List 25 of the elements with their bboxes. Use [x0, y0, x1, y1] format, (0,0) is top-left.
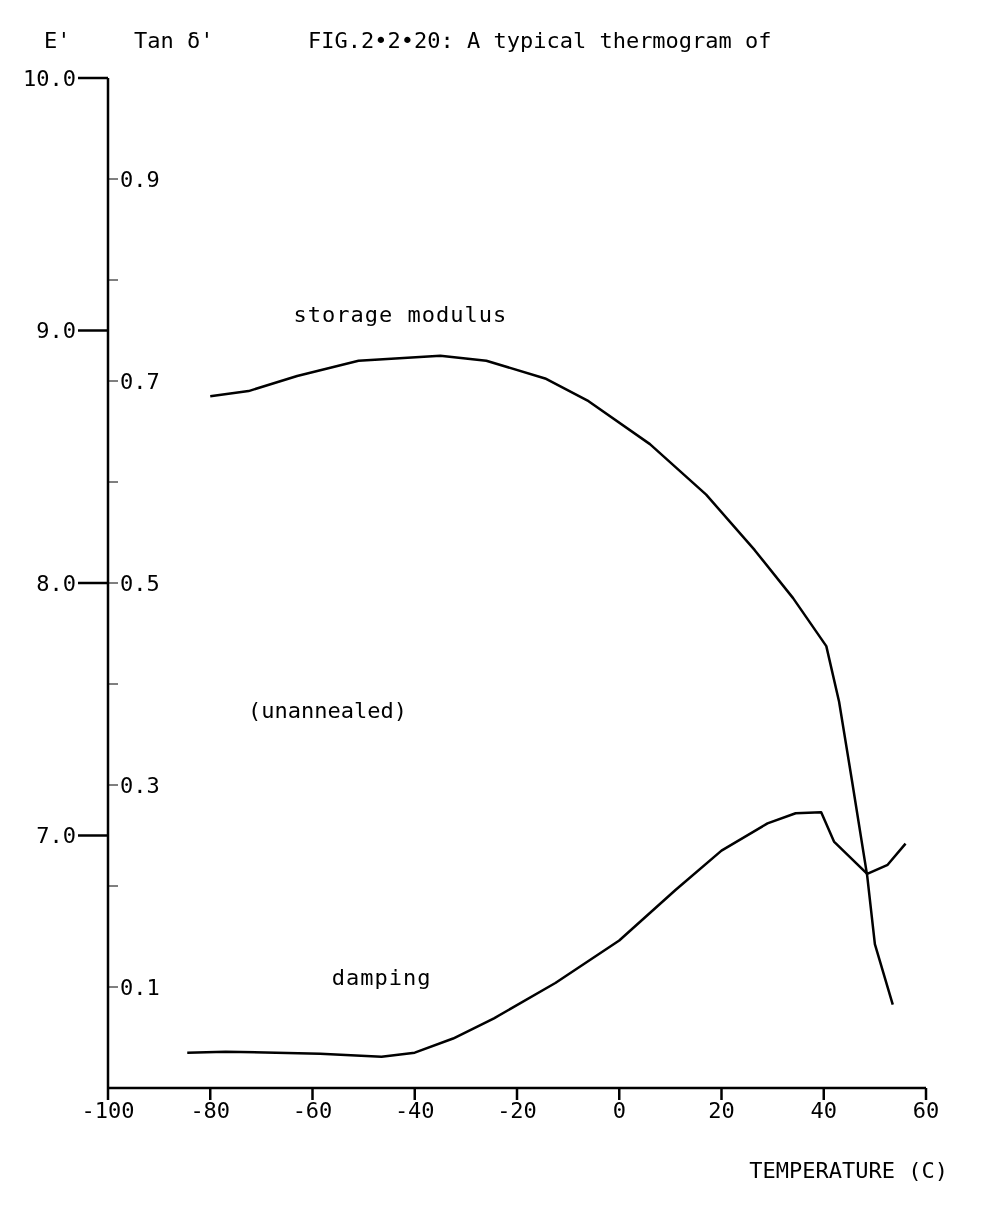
x-axis-title: TEMPERATURE (C)	[749, 1158, 948, 1183]
x-tick-label: -60	[292, 1097, 333, 1123]
y2-tick-label: 0.3	[120, 772, 160, 798]
y-tick-label: 9.0	[36, 318, 76, 344]
y-tick-label: 8.0	[36, 570, 76, 596]
y2-tick-label: 0.5	[120, 570, 160, 596]
y2-axis-title: Tan δ'	[134, 28, 214, 53]
x-tick-label: 40	[810, 1097, 837, 1123]
x-tick-label: -100	[81, 1097, 135, 1123]
y-tick-label: 7.0	[36, 823, 76, 849]
y-axis-title: E'	[44, 28, 71, 53]
y2-tick-label: 0.7	[120, 368, 160, 394]
x-tick-label: 0	[612, 1097, 626, 1123]
x-tick-label: 20	[708, 1097, 735, 1123]
x-tick-label: 60	[912, 1097, 940, 1123]
y2-tick-label: 0.9	[120, 166, 160, 192]
y-tick-label: 10.0	[23, 65, 76, 91]
annotation: (unannealed)	[248, 698, 407, 723]
x-tick-label: -40	[394, 1097, 435, 1123]
y2-tick-label: 0.1	[120, 974, 160, 1000]
x-tick-label: -80	[190, 1097, 231, 1123]
chart-title: FIG.2•2•20: A typical thermogram of	[308, 28, 772, 53]
text: damping	[331, 964, 432, 990]
series-label: storage modulus	[293, 301, 508, 327]
x-tick-label: -20	[497, 1097, 537, 1123]
